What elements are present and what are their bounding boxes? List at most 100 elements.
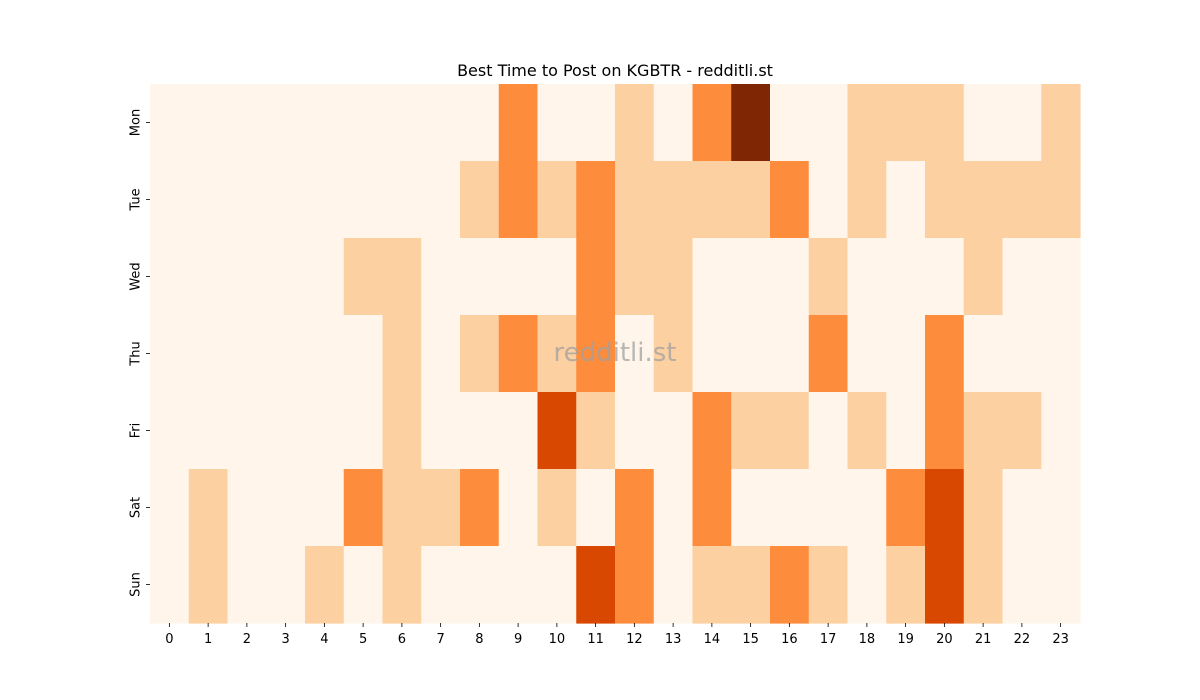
heatmap-cell-wed-22: [1002, 238, 1042, 316]
heatmap-cell-fri-9: [498, 392, 539, 470]
heatmap-cell-tue-9: [498, 161, 539, 239]
heatmap-cell-tue-7: [421, 161, 461, 239]
x-tick-label: 5: [359, 632, 367, 647]
heatmap-cell-mon-20: [925, 84, 965, 162]
heatmap-cell-thu-10: [537, 315, 577, 393]
heatmap-cell-wed-0: [150, 238, 190, 316]
y-tick-label: Mon: [129, 109, 144, 136]
heatmap-cell-fri-0: [150, 392, 190, 470]
heatmap-cell-thu-16: [770, 315, 810, 393]
heatmap-cell-sun-17: [808, 546, 849, 624]
heatmap-cell-tue-3: [266, 161, 306, 239]
heatmap-cell-wed-18: [847, 238, 887, 316]
heatmap-cell-tue-23: [1041, 161, 1081, 239]
heatmap-cell-mon-0: [150, 84, 190, 162]
heatmap-cell-fri-1: [188, 392, 229, 470]
heatmap-cell-thu-9: [498, 315, 539, 393]
heatmap-cell-fri-8: [460, 392, 500, 470]
heatmap-cell-sun-2: [227, 546, 267, 624]
heatmap-cell-sat-5: [343, 469, 384, 547]
heatmap-cell-thu-3: [266, 315, 306, 393]
heatmap-cell-sun-19: [886, 546, 926, 624]
x-tick-label: 22: [1014, 632, 1031, 647]
x-tick-label: 18: [859, 632, 876, 647]
x-axis: 0 1 2 3 4 5 6 7 8 9 10 11 12 13 14 15 16 17 18 19 20 21 22 23: [165, 623, 1069, 647]
heatmap-cell-wed-17: [808, 238, 849, 316]
heatmap-cell-sat-4: [305, 469, 345, 547]
x-tick-label: 13: [665, 632, 682, 647]
x-tick-label: 11: [587, 632, 604, 647]
heatmap-cell-sat-8: [460, 469, 500, 547]
heatmap-cell-thu-13: [653, 315, 694, 393]
x-tick-label: 16: [781, 632, 798, 647]
heatmap-cell-wed-3: [266, 238, 306, 316]
x-tick-label: 0: [165, 632, 173, 647]
heatmap-cell-fri-22: [1002, 392, 1042, 470]
y-axis: Mon Tue Wed Thu Fri Sat Sun: [129, 109, 150, 597]
heatmap-cell-wed-13: [653, 238, 694, 316]
x-tick-label: 6: [398, 632, 406, 647]
heatmap-cell-mon-21: [963, 84, 1004, 162]
heatmap-cell-mon-22: [1002, 84, 1042, 162]
heatmap-cell-thu-12: [615, 315, 655, 393]
y-tick-label: Sun: [129, 572, 144, 597]
heatmap-cell-sat-10: [537, 469, 577, 547]
heatmap-cell-mon-15: [731, 84, 771, 162]
x-tick-label: 4: [320, 632, 328, 647]
heatmap-cell-sat-3: [266, 469, 306, 547]
heatmap-cell-mon-9: [498, 84, 539, 162]
heatmap-cell-sun-16: [770, 546, 810, 624]
heatmap-cell-mon-11: [576, 84, 616, 162]
heatmap-cell-fri-11: [576, 392, 616, 470]
x-tick-label: 20: [936, 632, 953, 647]
heatmap-cell-mon-16: [770, 84, 810, 162]
heatmap-cell-sat-21: [963, 469, 1004, 547]
x-tick-label: 1: [204, 632, 212, 647]
heatmap-cell-thu-8: [460, 315, 500, 393]
x-tick-label: 10: [549, 632, 566, 647]
heatmap-cell-tue-12: [615, 161, 655, 239]
heatmap-cell-sat-6: [382, 469, 422, 547]
y-tick-label: Wed: [129, 262, 144, 290]
heatmap-cell-fri-18: [847, 392, 887, 470]
heatmap-cell-fri-21: [963, 392, 1004, 470]
heatmap-cell-fri-19: [886, 392, 926, 470]
x-tick-label: 21: [975, 632, 992, 647]
heatmap-cell-tue-10: [537, 161, 577, 239]
heatmap-cell-mon-4: [305, 84, 345, 162]
heatmap-cell-wed-20: [925, 238, 965, 316]
heatmap-cell-fri-14: [692, 392, 732, 470]
heatmap-cell-tue-6: [382, 161, 422, 239]
y-tick-label: Thu: [129, 341, 144, 366]
heatmap-cell-sat-13: [653, 469, 694, 547]
heatmap-cell-thu-4: [305, 315, 345, 393]
heatmap-cell-sun-20: [925, 546, 965, 624]
heatmap-cell-tue-20: [925, 161, 965, 239]
heatmap-cell-tue-18: [847, 161, 887, 239]
heatmap-cell-sat-20: [925, 469, 965, 547]
heatmap-cell-tue-19: [886, 161, 926, 239]
x-tick-label: 17: [820, 632, 837, 647]
heatmap-cell-mon-1: [188, 84, 229, 162]
heatmap-cell-sat-2: [227, 469, 267, 547]
heatmap-cell-thu-5: [343, 315, 384, 393]
heatmap-cell-fri-12: [615, 392, 655, 470]
heatmap-cell-mon-8: [460, 84, 500, 162]
heatmap-cell-mon-10: [537, 84, 577, 162]
heatmap-cell-wed-10: [537, 238, 577, 316]
heatmap-cell-thu-21: [963, 315, 1004, 393]
heatmap-cell-sun-13: [653, 546, 694, 624]
heatmap-cell-sun-12: [615, 546, 655, 624]
heatmap-cell-sun-9: [498, 546, 539, 624]
x-tick-label: 15: [742, 632, 759, 647]
heatmap-cell-wed-14: [692, 238, 732, 316]
heatmap-cell-fri-6: [382, 392, 422, 470]
heatmap-cell-sat-0: [150, 469, 190, 547]
heatmap-cell-tue-11: [576, 161, 616, 239]
heatmap-cell-sun-0: [150, 546, 190, 624]
heatmap-cell-sat-19: [886, 469, 926, 547]
heatmap-cell-mon-6: [382, 84, 422, 162]
heatmap-cell-mon-5: [343, 84, 384, 162]
heatmap-cell-sun-11: [576, 546, 616, 624]
heatmap-cell-mon-18: [847, 84, 887, 162]
